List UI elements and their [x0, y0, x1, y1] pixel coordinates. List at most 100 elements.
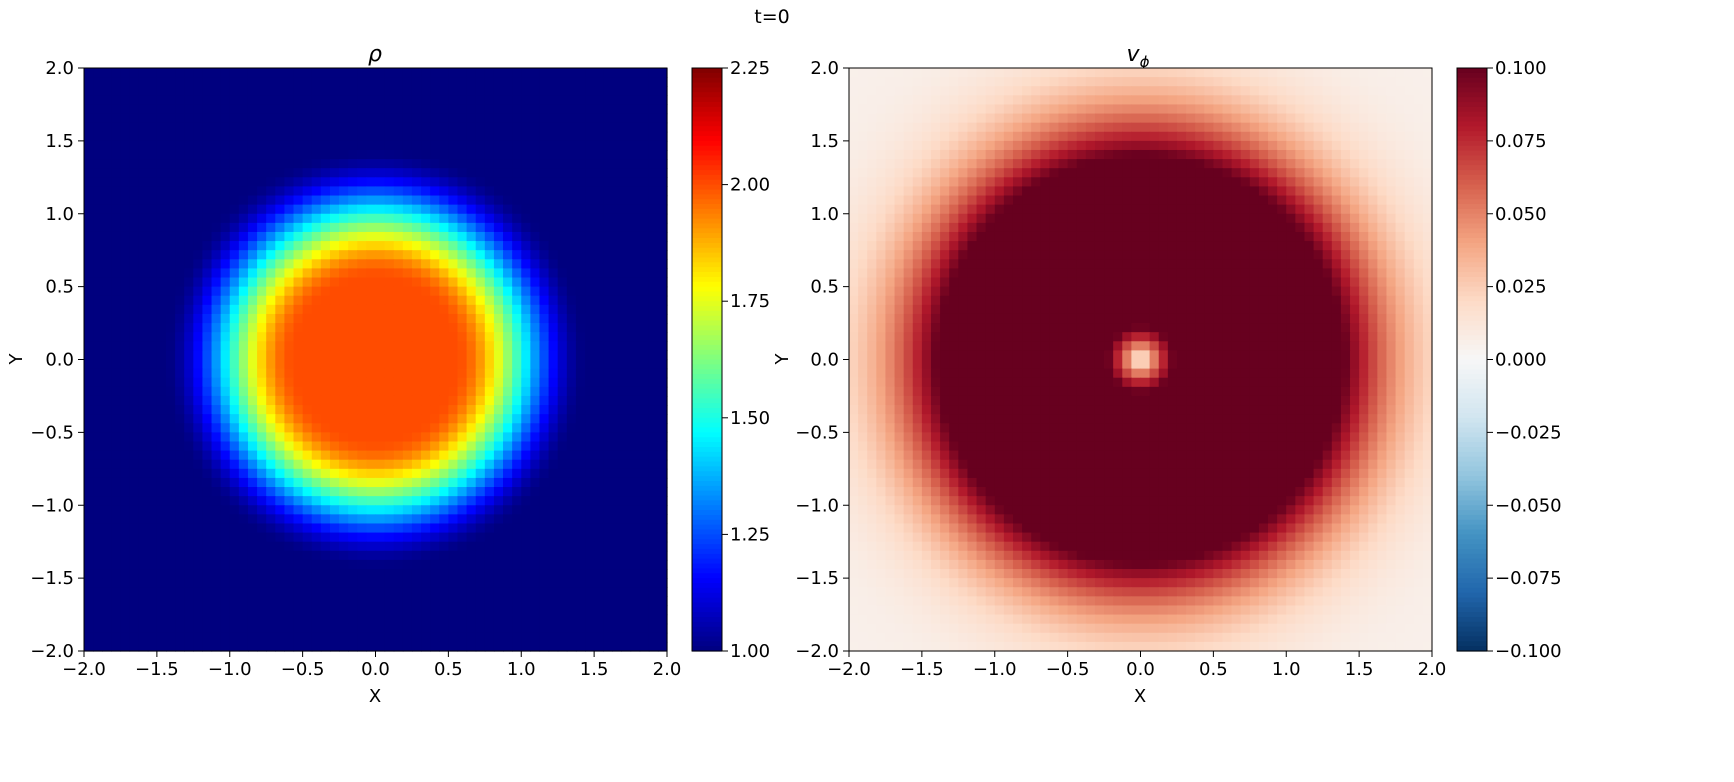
heatmap-cell [220, 104, 231, 115]
heatmap-cell [585, 77, 595, 87]
heatmap-cell [648, 313, 659, 324]
heatmap-cell [384, 295, 395, 306]
heatmap-cell [220, 222, 231, 233]
heatmap-cell [302, 250, 313, 260]
heatmap-cell [1331, 122, 1342, 133]
y-tick-label: 0.5 [45, 277, 74, 298]
heatmap-cell [302, 177, 313, 188]
heatmap-cell [266, 523, 276, 534]
heatmap-cell [430, 159, 440, 169]
heatmap-cell [430, 541, 440, 552]
heatmap-cell [393, 432, 404, 443]
heatmap-cell [175, 140, 185, 151]
heatmap-cell [539, 177, 550, 188]
heatmap-cell [211, 487, 222, 497]
heatmap-cell [165, 532, 176, 543]
heatmap-cell [503, 395, 513, 406]
heatmap-cell [1359, 140, 1369, 151]
heatmap-cell [211, 532, 222, 543]
heatmap-cell [293, 405, 304, 415]
heatmap-cell [484, 569, 495, 579]
heatmap-cell [612, 104, 623, 115]
heatmap-cell [630, 414, 641, 424]
heatmap-cell [238, 168, 249, 178]
heatmap-cell [1213, 140, 1224, 151]
heatmap-cell [985, 113, 996, 124]
heatmap-cell [375, 195, 386, 206]
heatmap-cell [612, 231, 623, 242]
heatmap-cell [147, 332, 158, 342]
heatmap-cell [594, 578, 604, 588]
heatmap-cell [411, 332, 422, 342]
heatmap-cell [1313, 122, 1324, 133]
heatmap-cell [521, 286, 531, 297]
heatmap-cell [585, 113, 595, 124]
heatmap-cell [257, 623, 267, 634]
heatmap-cell [1295, 86, 1306, 96]
heatmap-cell [566, 386, 577, 397]
heatmap-cell [275, 605, 286, 616]
heatmap-cell [156, 68, 167, 78]
heatmap-cell [193, 587, 204, 597]
heatmap-cell [339, 487, 349, 497]
heatmap-cell [302, 204, 313, 215]
heatmap-cell [320, 213, 331, 224]
heatmap-cell [1322, 68, 1333, 78]
heatmap-cell [521, 578, 531, 588]
heatmap-cell [612, 377, 623, 388]
heatmap-cell [876, 113, 887, 124]
heatmap-cell [320, 231, 331, 242]
heatmap-cell [293, 204, 304, 215]
heatmap-cell [384, 332, 395, 342]
heatmap-cell [156, 432, 167, 443]
heatmap-cell [1031, 149, 1041, 160]
heatmap-cell [521, 313, 531, 324]
heatmap-cell [93, 614, 103, 625]
heatmap-cell [421, 550, 431, 561]
heatmap-cell [275, 377, 286, 388]
heatmap-cell [348, 432, 358, 443]
heatmap-cell [630, 140, 641, 151]
heatmap-cell [411, 368, 422, 379]
heatmap-cell [630, 95, 641, 106]
heatmap-cell [430, 395, 440, 406]
heatmap-cell [484, 405, 495, 415]
heatmap-cell [603, 623, 613, 634]
heatmap-cell [1395, 140, 1406, 151]
heatmap-cell [1176, 140, 1187, 151]
heatmap-cell [411, 250, 422, 260]
heatmap-cell [202, 277, 213, 288]
heatmap-cell [430, 496, 440, 506]
heatmap-cell [138, 77, 149, 87]
heatmap-cell [585, 559, 595, 570]
heatmap-cell [257, 341, 267, 351]
heatmap-cell [202, 259, 213, 270]
heatmap-cell [612, 277, 623, 288]
heatmap-cell [156, 77, 167, 87]
heatmap-cell [548, 86, 559, 96]
heatmap-cell [430, 313, 440, 324]
heatmap-cell [202, 468, 213, 479]
heatmap-cell [229, 177, 240, 188]
heatmap-cell [657, 359, 668, 370]
heatmap-cell [421, 323, 431, 333]
heatmap-cell [566, 140, 577, 151]
heatmap-cell [1222, 86, 1233, 96]
heatmap-cell [193, 405, 204, 415]
heatmap-cell [585, 468, 595, 479]
heatmap-cell [156, 569, 167, 579]
heatmap-cell [493, 623, 504, 634]
heatmap-cell [302, 423, 313, 433]
heatmap-cell [402, 304, 413, 315]
heatmap-cell [275, 268, 286, 279]
heatmap-cell [120, 86, 131, 96]
heatmap-cell [1231, 113, 1242, 124]
heatmap-cell [275, 459, 286, 470]
heatmap-cell [521, 450, 531, 461]
heatmap-cell [238, 596, 249, 607]
heatmap-cell [858, 104, 868, 115]
heatmap-cell [348, 86, 358, 96]
heatmap-cell [903, 113, 914, 124]
heatmap-cell [93, 386, 103, 397]
heatmap-cell [411, 514, 422, 525]
